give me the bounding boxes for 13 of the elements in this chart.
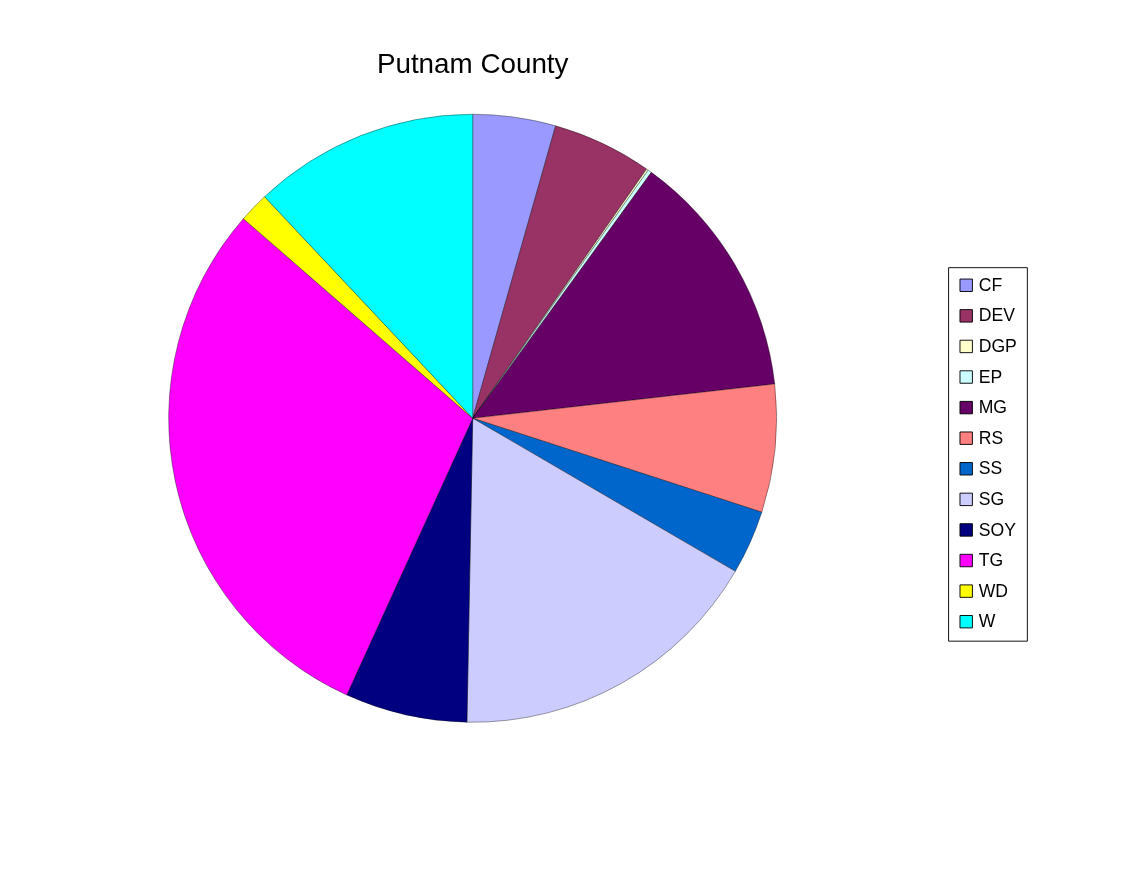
- legend-label: TG: [978, 550, 1004, 571]
- legend-label: SS: [978, 458, 1003, 479]
- legend-label: SOY: [978, 519, 1017, 540]
- legend-label: EP: [978, 366, 1003, 387]
- legend-label: DGP: [978, 336, 1017, 356]
- legend-label: RS: [978, 427, 1004, 448]
- legend-label: CF: [978, 274, 1003, 295]
- legend-label: WD: [978, 580, 1009, 601]
- chart-title: Putnam County: [376, 47, 569, 79]
- legend-label: MG: [978, 397, 1008, 418]
- legend-label: W: [978, 611, 996, 632]
- legend-label: DEV: [978, 305, 1016, 326]
- legend-label: SG: [978, 488, 1005, 509]
